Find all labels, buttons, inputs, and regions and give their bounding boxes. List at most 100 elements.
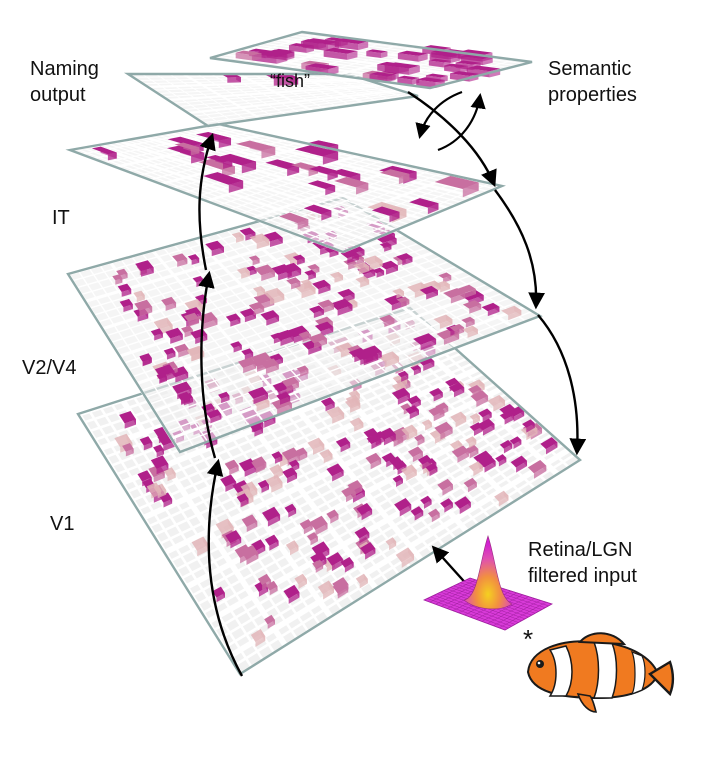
activation-unit	[425, 463, 438, 477]
arrow-it-to-semantic	[437, 92, 486, 152]
activation-unit	[405, 405, 419, 420]
activation-unit	[156, 372, 167, 384]
activation-unit	[469, 422, 483, 436]
v1-label: V1	[50, 513, 74, 535]
activation-unit	[462, 325, 478, 338]
naming-output-plane	[123, 72, 419, 128]
activation-unit	[150, 328, 163, 341]
activation-unit	[509, 436, 522, 450]
activation-unit	[462, 300, 482, 314]
activation-unit	[334, 38, 369, 51]
arrow-v2v4-to-it	[198, 132, 216, 271]
activation-unit	[510, 455, 528, 473]
activation-unit	[294, 573, 307, 589]
activation-unit	[236, 267, 250, 279]
activation-unit	[378, 351, 400, 368]
activation-unit	[309, 515, 328, 536]
activation-unit	[501, 305, 522, 321]
activation-unit	[392, 288, 405, 299]
activation-unit	[286, 277, 301, 290]
activation-unit	[434, 421, 453, 440]
activation-unit	[250, 629, 266, 647]
activation-unit	[280, 262, 302, 279]
semantic-plane-units	[235, 37, 501, 88]
activation-unit	[527, 459, 547, 479]
activation-unit	[215, 153, 257, 174]
activation-unit	[174, 142, 200, 156]
naming-output-label-line2: output	[30, 84, 86, 106]
activation-unit	[265, 159, 300, 177]
activation-unit	[409, 198, 439, 215]
activation-unit	[271, 451, 283, 464]
activation-unit	[391, 387, 410, 405]
activation-unit	[139, 353, 152, 366]
semantic-properties-label-line2: properties	[548, 84, 637, 106]
activation-unit	[257, 479, 269, 493]
activation-unit	[241, 514, 258, 533]
activation-unit	[222, 74, 241, 83]
activation-unit	[285, 540, 299, 556]
activation-unit	[380, 169, 410, 185]
activation-unit	[296, 365, 309, 377]
activation-unit	[307, 437, 325, 455]
activation-unit	[407, 446, 423, 463]
activation-unit	[420, 495, 432, 509]
activation-unit	[419, 285, 438, 300]
activation-unit	[320, 397, 335, 412]
activation-unit	[450, 411, 467, 428]
v1-plane-units	[114, 317, 558, 647]
activation-unit	[279, 212, 309, 230]
activation-unit	[263, 287, 285, 305]
activation-unit	[360, 542, 376, 560]
activation-unit	[294, 145, 339, 165]
activation-unit	[326, 463, 344, 482]
activation-unit	[400, 464, 417, 482]
activation-unit	[307, 180, 336, 196]
activation-unit	[341, 486, 356, 503]
activation-unit	[348, 390, 360, 402]
activation-unit	[394, 498, 412, 517]
activation-unit	[254, 264, 275, 281]
activation-unit	[365, 452, 382, 470]
activation-unit	[205, 240, 225, 257]
activation-unit	[112, 274, 123, 285]
activation-unit	[266, 49, 295, 61]
activation-unit	[335, 437, 351, 453]
activation-unit	[448, 382, 465, 398]
activation-unit	[428, 405, 445, 422]
activation-unit	[371, 206, 400, 223]
activation-unit	[323, 47, 358, 60]
activation-unit	[337, 288, 355, 303]
activation-unit	[265, 74, 299, 86]
activation-unit	[410, 364, 421, 376]
activation-unit	[283, 584, 300, 604]
activation-unit	[309, 305, 324, 319]
semantic-properties-label-line1: Semantic	[548, 58, 631, 80]
it-plane	[65, 122, 506, 254]
it-plane-units	[91, 131, 479, 230]
activation-unit	[153, 444, 164, 458]
activation-unit	[437, 478, 453, 496]
activation-unit	[260, 358, 279, 374]
activation-unit	[353, 261, 370, 275]
activation-unit	[206, 155, 233, 169]
activation-unit	[305, 63, 339, 76]
activation-unit	[469, 413, 480, 425]
activation-unit	[438, 272, 452, 283]
activation-unit	[463, 477, 477, 493]
activation-unit	[468, 384, 482, 399]
activation-unit	[377, 61, 409, 74]
activation-unit	[395, 547, 415, 568]
activation-unit	[172, 253, 188, 267]
activation-unit	[392, 475, 403, 488]
activation-unit	[119, 411, 136, 429]
activation-unit	[203, 172, 244, 193]
activation-unit	[248, 255, 260, 266]
activation-unit	[288, 43, 314, 53]
activation-unit	[522, 419, 535, 433]
v2v4-label: V2/V4	[22, 357, 76, 379]
activation-unit	[465, 436, 477, 449]
activation-unit	[355, 573, 368, 589]
activation-unit	[134, 299, 153, 317]
